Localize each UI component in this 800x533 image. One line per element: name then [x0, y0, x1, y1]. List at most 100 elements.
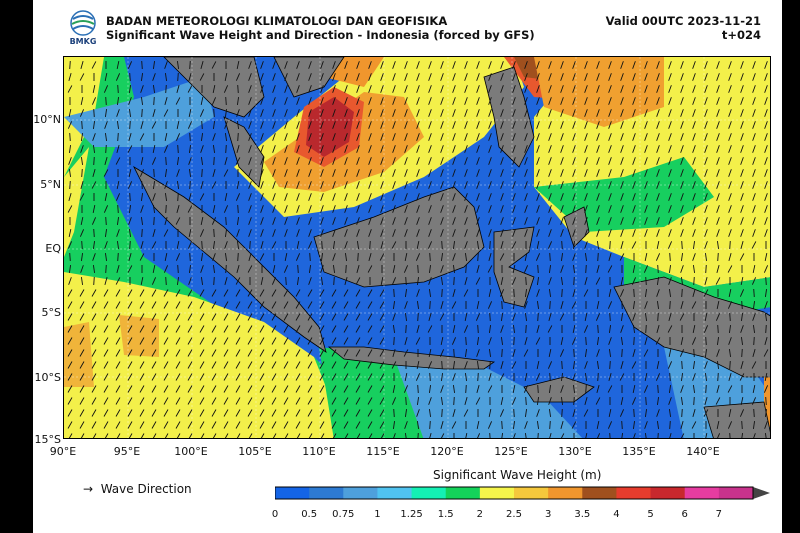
wave-arrow [91, 409, 97, 417]
wave-arrow [560, 205, 564, 213]
wave-arrow [560, 336, 564, 346]
wave-arrow [727, 385, 733, 393]
wave-arrow [619, 253, 625, 261]
wave-arrow [199, 73, 205, 81]
wave-arrow [67, 313, 73, 321]
wave-arrow [465, 336, 467, 346]
wave-arrow [680, 217, 684, 225]
wave-arrow [716, 85, 720, 93]
wave-arrow [729, 360, 731, 370]
wave-arrow [177, 72, 179, 82]
wave-arrow [597, 252, 599, 262]
wave-arrow [116, 216, 120, 226]
wave-direction-label: Wave Direction [100, 482, 192, 496]
wave-arrow [379, 409, 385, 417]
wave-arrow [127, 181, 133, 189]
wave-arrow [488, 337, 492, 345]
wave-arrow [560, 433, 565, 438]
wave-arrow [236, 229, 240, 237]
wave-arrow [103, 409, 109, 417]
wave-arrow [547, 361, 553, 369]
wave-arrow [548, 73, 552, 81]
wave-arrow [187, 325, 193, 333]
wave-arrow [572, 97, 576, 105]
wave-arrow [152, 204, 156, 214]
wave-arrow [115, 193, 121, 201]
wave-arrow [416, 181, 420, 189]
wave-arrow [548, 85, 552, 93]
wave-arrow [452, 73, 456, 81]
wave-arrow [524, 85, 528, 93]
wave-arrow [451, 337, 457, 345]
wave-arrow [103, 397, 109, 405]
wave-arrow [536, 109, 540, 117]
wave-arrow [272, 193, 276, 201]
wave-arrow [307, 349, 313, 357]
wave-arrow [608, 181, 612, 189]
wave-arrow [632, 313, 636, 321]
wave-arrow [465, 384, 467, 394]
wave-arrow [139, 373, 145, 381]
wave-arrow [536, 276, 540, 286]
wave-arrow [223, 325, 229, 333]
wave-arrow [620, 145, 624, 153]
wave-arrow [453, 348, 455, 358]
wave-arrow [283, 289, 289, 297]
wave-arrow [607, 385, 613, 393]
wave-arrow [200, 265, 204, 273]
wave-arrow [536, 217, 540, 225]
wave-arrow [728, 373, 732, 381]
wave-arrow [296, 181, 300, 189]
wave-arrow [152, 433, 157, 438]
wave-arrow [740, 73, 744, 81]
wave-arrow [199, 349, 205, 357]
wave-arrow [728, 193, 732, 201]
wave-arrow [740, 85, 744, 93]
wave-arrow [320, 109, 324, 117]
wave-arrow [488, 157, 492, 165]
wave-arrow [464, 109, 468, 117]
wave-arrow [763, 349, 769, 357]
wave-arrow [224, 121, 228, 129]
wave-arrow [67, 421, 73, 429]
wave-arrow [117, 132, 119, 142]
wave-arrow [619, 289, 625, 297]
wave-arrow [513, 408, 515, 418]
wave-arrow [128, 217, 132, 225]
wave-arrow [416, 360, 420, 370]
wave-arrow [187, 121, 193, 129]
wave-arrow [668, 288, 672, 298]
wave-arrow [140, 241, 144, 249]
wave-arrow [548, 217, 552, 225]
wave-arrow [645, 396, 647, 406]
wave-arrow [440, 85, 444, 93]
land-sulawesi [493, 226, 535, 308]
wave-arrow [356, 109, 360, 117]
wave-arrow [115, 397, 121, 405]
wave-arrow [596, 265, 600, 273]
wave-arrow [608, 348, 612, 358]
wave-arrow [452, 121, 456, 129]
wave-arrow [153, 216, 155, 226]
wave-arrow [380, 276, 384, 286]
wave-arrow [115, 157, 121, 165]
lat-label: 10°S [34, 371, 61, 384]
wave-arrow [584, 361, 588, 369]
chart-panel: BMKG BADAN METEOROLOGI KLIMATOLOGI DAN G… [33, 0, 782, 533]
wave-arrow [80, 61, 84, 69]
wave-arrow [248, 205, 252, 213]
wave-arrow [200, 132, 204, 142]
wave-arrow [452, 205, 456, 213]
wave-arrow [343, 397, 349, 405]
wave-arrow [619, 373, 625, 381]
wave-arrow [379, 349, 385, 357]
wave-arrow [332, 181, 336, 189]
wave-arrow [715, 313, 721, 321]
wave-arrow [620, 217, 624, 225]
wave-arrow [213, 108, 215, 118]
wave-arrow [452, 373, 456, 381]
wave-arrow [187, 421, 193, 429]
wave-arrow [344, 252, 348, 262]
wave-arrow [488, 253, 492, 261]
wave-arrow [319, 313, 325, 321]
